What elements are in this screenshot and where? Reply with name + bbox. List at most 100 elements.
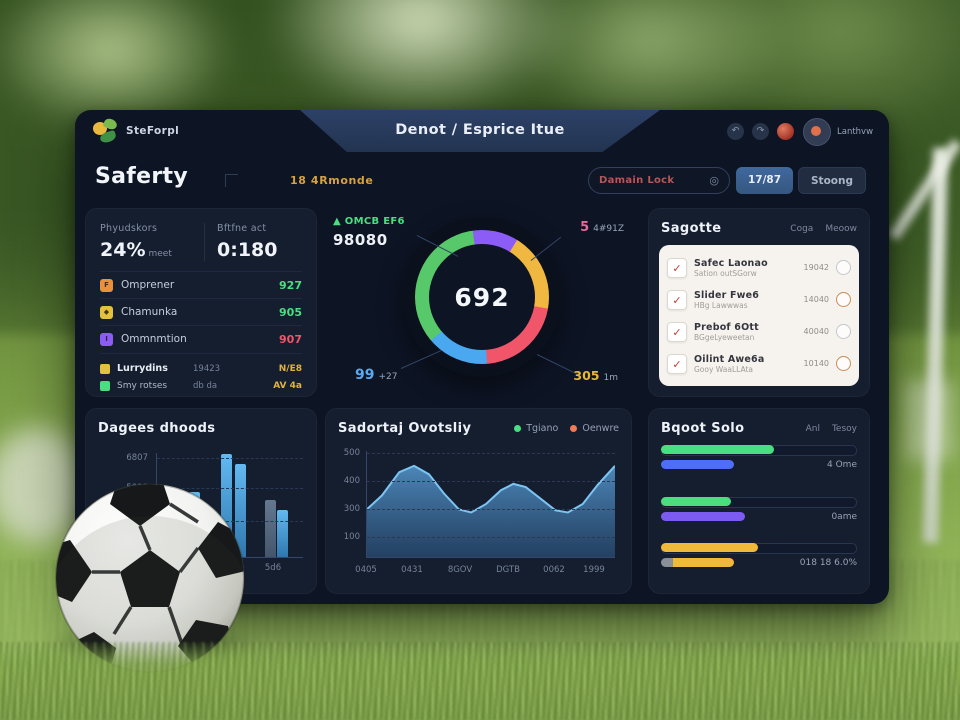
gridline (157, 488, 303, 489)
stat-row-label: Ommnmtion (121, 333, 187, 345)
settings-button[interactable]: Stoong (798, 167, 866, 194)
task-title: Oilint Awe6a (694, 353, 765, 365)
footer-value: AV 4a (273, 380, 302, 391)
legend-dot (570, 425, 578, 432)
stat-row-value: 907 (279, 332, 302, 346)
logo-text: SteForpl (126, 125, 180, 137)
legend-item: Oenwre (570, 423, 619, 434)
legend-item: Tgiano (514, 423, 558, 434)
task-item[interactable]: ✓ Slider Fwe6 HBg Lawwwas 14040 (667, 284, 851, 315)
bar-chart-title: Dagees dhoods (98, 421, 216, 436)
donut-label-bottom-right: 305 1m (573, 368, 618, 383)
donut-value-top-left: 98080 (333, 231, 388, 249)
task-radio[interactable] (836, 260, 851, 275)
progress-label: 0ame (831, 512, 857, 522)
stats-footer: Lurrydins 19423 N/E8 Smy rotses db da AV 4a (100, 353, 302, 394)
progress-track (661, 445, 857, 456)
task-radio[interactable] (836, 292, 851, 307)
legend: Tgiano Oenwre (514, 423, 619, 434)
footer-mid-value: 19423 (193, 363, 221, 374)
bar (221, 454, 232, 557)
stats-row-list: F Omprener 927 ◆ Chamunka 905 I Ommnmtion 907 (100, 271, 302, 352)
category-icon: ◆ (100, 305, 113, 319)
task-item[interactable]: ✓ Oilint Awe6a Gooy WaaLLAta 10140 (667, 348, 851, 379)
y-axis-tick: 6807 (126, 453, 148, 463)
y-axis-tick: 400 (343, 476, 360, 486)
redo-icon[interactable]: ↷ (752, 123, 769, 140)
progress-link-1[interactable]: Anl (805, 424, 820, 434)
stat-right-value: 0:180 (217, 239, 278, 261)
category-icon: I (100, 332, 113, 346)
progress-title: Bqoot Solo (661, 421, 745, 436)
x-axis-tick: 8GOV (447, 565, 473, 575)
task-list: ✓ Safec Laonao Sation outSGorw 19042 ✓ Slider… (659, 245, 859, 386)
donut-label-bottom-left: 99 +27 (355, 367, 398, 383)
stats-card: Phyudskors 24% meet Bftfne act 0:180 F Omp… (85, 208, 317, 397)
task-radio[interactable] (836, 324, 851, 339)
search-icon: ◎ (709, 174, 719, 187)
footer-label: Smy rotses (117, 380, 168, 391)
stat-row-label: Chamunka (121, 306, 178, 318)
bar (265, 500, 276, 557)
stat-left-value: 24% (100, 239, 146, 261)
search-input[interactable]: Damain Lock ◎ (588, 167, 730, 194)
x-axis-tick: 1999 (583, 565, 605, 575)
callout-line (536, 354, 579, 376)
donut-hole: 692 (429, 244, 535, 350)
progress-link-2[interactable]: Tesoy (831, 424, 857, 434)
footer-mid-value: db da (193, 380, 218, 391)
stat-right-label: Bftfne act (217, 223, 267, 234)
x-axis-tick: 5d6 (264, 563, 282, 573)
mini-icon (100, 363, 110, 374)
undo-icon[interactable]: ↶ (727, 123, 744, 140)
stats-footer-row: Lurrydins 19423 N/E8 (100, 360, 302, 377)
gridline (157, 458, 303, 459)
task-subtitle: Sation outSGorw (694, 268, 757, 278)
task-subtitle: BGgeLyeweetan (694, 332, 755, 342)
task-radio[interactable] (836, 356, 851, 371)
task-text: Slider Fwe6 HBg Lawwwas (694, 290, 797, 310)
task-item[interactable]: ✓ Prebof 6Ott BGgeLyeweetan 40040 (667, 316, 851, 347)
title-divider (225, 174, 238, 187)
task-title: Slider Fwe6 (694, 289, 760, 301)
notification-icon[interactable] (777, 123, 794, 140)
stat-row-label: Omprener (121, 279, 175, 291)
progress-label: 018 18 6.0% (799, 558, 857, 568)
window-title: Denot / Esprice Itue (395, 122, 565, 138)
progress-track (661, 497, 857, 508)
bar (277, 510, 288, 557)
donut-ring[interactable]: 692 (415, 230, 549, 364)
task-subtitle: HBg Lawwwas (694, 300, 748, 310)
avatar[interactable] (803, 118, 831, 146)
progress-label: 4 Ome (827, 460, 857, 470)
donut-label-top-left: ▲ OMCB EF6 (333, 216, 405, 227)
mini-icon (100, 380, 110, 391)
tasks-title: Sagotte (661, 221, 722, 236)
task-value: 19042 (803, 263, 829, 272)
area-chart-card: Sadortaj Ovotsliy Tgiano Oenwre 50 (325, 408, 632, 594)
footer-label: Lurrydins (117, 363, 168, 374)
foreground-grass (0, 642, 960, 720)
task-value: 40040 (803, 327, 829, 336)
tasks-link-1[interactable]: Coga (790, 224, 814, 234)
progress-card: Bqoot Solo Anl Tesoy 4 Ome 0ame 018 18 6.0… (648, 408, 870, 594)
app-logo[interactable]: SteForpl (93, 116, 180, 145)
y-axis-tick: 300 (343, 504, 360, 514)
tasks-link-2[interactable]: Meoow (825, 224, 857, 234)
task-item[interactable]: ✓ Safec Laonao Sation outSGorw 19042 (667, 252, 851, 283)
goal-net (905, 380, 953, 460)
x-axis-tick: 0431 (401, 565, 423, 575)
gridline (367, 509, 615, 510)
y-axis-tick: 100 (343, 532, 360, 542)
area-chart-plot (366, 451, 615, 558)
stat-left: Phyudskors 24% meet (100, 223, 204, 261)
task-text: Safec Laonao Sation outSGorw (694, 258, 797, 278)
bar (235, 464, 246, 557)
progress-fill (661, 497, 731, 506)
footer-value: N/E8 (278, 363, 302, 374)
stats-footer-row: Smy rotses db da AV 4a (100, 377, 302, 394)
donut-center-value: 692 (454, 282, 510, 312)
count-button[interactable]: 17/87 (736, 167, 793, 194)
stat-row: I Ommnmtion 907 (100, 325, 302, 352)
